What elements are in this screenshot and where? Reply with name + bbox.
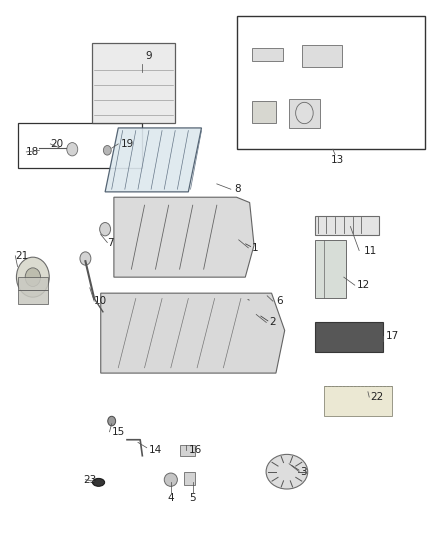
Bar <box>315 216 379 235</box>
Ellipse shape <box>108 416 116 426</box>
Text: 19: 19 <box>120 139 134 149</box>
Bar <box>315 240 346 298</box>
Bar <box>18 277 48 290</box>
Text: 23: 23 <box>83 475 96 484</box>
Bar <box>315 322 383 352</box>
Text: 9: 9 <box>145 51 152 61</box>
Text: 10: 10 <box>94 296 107 306</box>
Polygon shape <box>105 128 201 192</box>
Polygon shape <box>114 197 254 277</box>
Bar <box>92 43 175 123</box>
Text: 20: 20 <box>50 139 64 149</box>
Text: 15: 15 <box>112 427 125 437</box>
Text: 22: 22 <box>370 392 383 402</box>
Ellipse shape <box>67 142 78 156</box>
Text: 6: 6 <box>276 296 283 306</box>
Ellipse shape <box>25 268 40 287</box>
Bar <box>289 99 320 128</box>
Text: 2: 2 <box>269 318 276 327</box>
Text: 17: 17 <box>385 331 399 341</box>
Ellipse shape <box>17 257 49 297</box>
Text: 1: 1 <box>252 243 258 253</box>
Text: 8: 8 <box>234 184 241 194</box>
Ellipse shape <box>103 146 111 155</box>
Bar <box>252 101 276 123</box>
Text: 3: 3 <box>300 467 307 477</box>
Text: 14: 14 <box>149 446 162 455</box>
Text: 12: 12 <box>357 280 370 290</box>
Bar <box>184 472 195 485</box>
Bar <box>302 45 342 67</box>
Text: 5: 5 <box>189 494 196 503</box>
FancyBboxPatch shape <box>18 123 142 168</box>
Ellipse shape <box>164 473 177 486</box>
Ellipse shape <box>80 252 91 265</box>
Ellipse shape <box>99 223 110 236</box>
Bar <box>252 48 283 61</box>
Text: 21: 21 <box>15 251 28 261</box>
Text: 18: 18 <box>26 147 39 157</box>
FancyBboxPatch shape <box>237 16 425 149</box>
Text: 11: 11 <box>364 246 377 255</box>
Ellipse shape <box>296 102 313 124</box>
Text: 16: 16 <box>188 446 201 455</box>
Bar <box>180 445 195 456</box>
Bar <box>324 386 392 416</box>
Bar <box>18 290 48 304</box>
Polygon shape <box>101 293 285 373</box>
Text: 4: 4 <box>167 494 174 503</box>
Text: 7: 7 <box>107 238 114 247</box>
Text: 13: 13 <box>331 155 344 165</box>
Ellipse shape <box>266 454 307 489</box>
Ellipse shape <box>92 479 105 486</box>
